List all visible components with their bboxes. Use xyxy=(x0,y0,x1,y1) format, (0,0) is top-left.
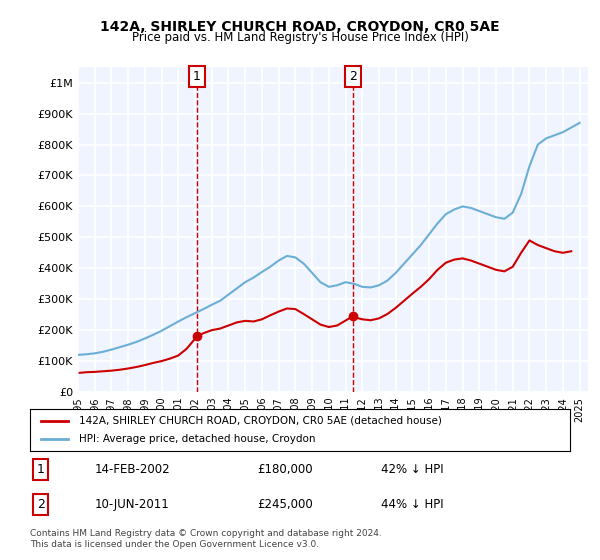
Text: 14-FEB-2002: 14-FEB-2002 xyxy=(95,463,170,476)
Text: 1: 1 xyxy=(193,70,201,83)
Text: 2: 2 xyxy=(37,498,45,511)
Text: £245,000: £245,000 xyxy=(257,498,313,511)
Text: 44% ↓ HPI: 44% ↓ HPI xyxy=(381,498,443,511)
Text: 2: 2 xyxy=(349,70,357,83)
Text: 42% ↓ HPI: 42% ↓ HPI xyxy=(381,463,443,476)
Text: 142A, SHIRLEY CHURCH ROAD, CROYDON, CR0 5AE: 142A, SHIRLEY CHURCH ROAD, CROYDON, CR0 … xyxy=(100,20,500,34)
Text: Price paid vs. HM Land Registry's House Price Index (HPI): Price paid vs. HM Land Registry's House … xyxy=(131,31,469,44)
Text: HPI: Average price, detached house, Croydon: HPI: Average price, detached house, Croy… xyxy=(79,434,315,444)
Text: 10-JUN-2011: 10-JUN-2011 xyxy=(95,498,170,511)
Text: 1: 1 xyxy=(37,463,45,476)
Text: 142A, SHIRLEY CHURCH ROAD, CROYDON, CR0 5AE (detached house): 142A, SHIRLEY CHURCH ROAD, CROYDON, CR0 … xyxy=(79,416,442,426)
Text: Contains HM Land Registry data © Crown copyright and database right 2024.
This d: Contains HM Land Registry data © Crown c… xyxy=(30,529,382,549)
Text: £180,000: £180,000 xyxy=(257,463,313,476)
